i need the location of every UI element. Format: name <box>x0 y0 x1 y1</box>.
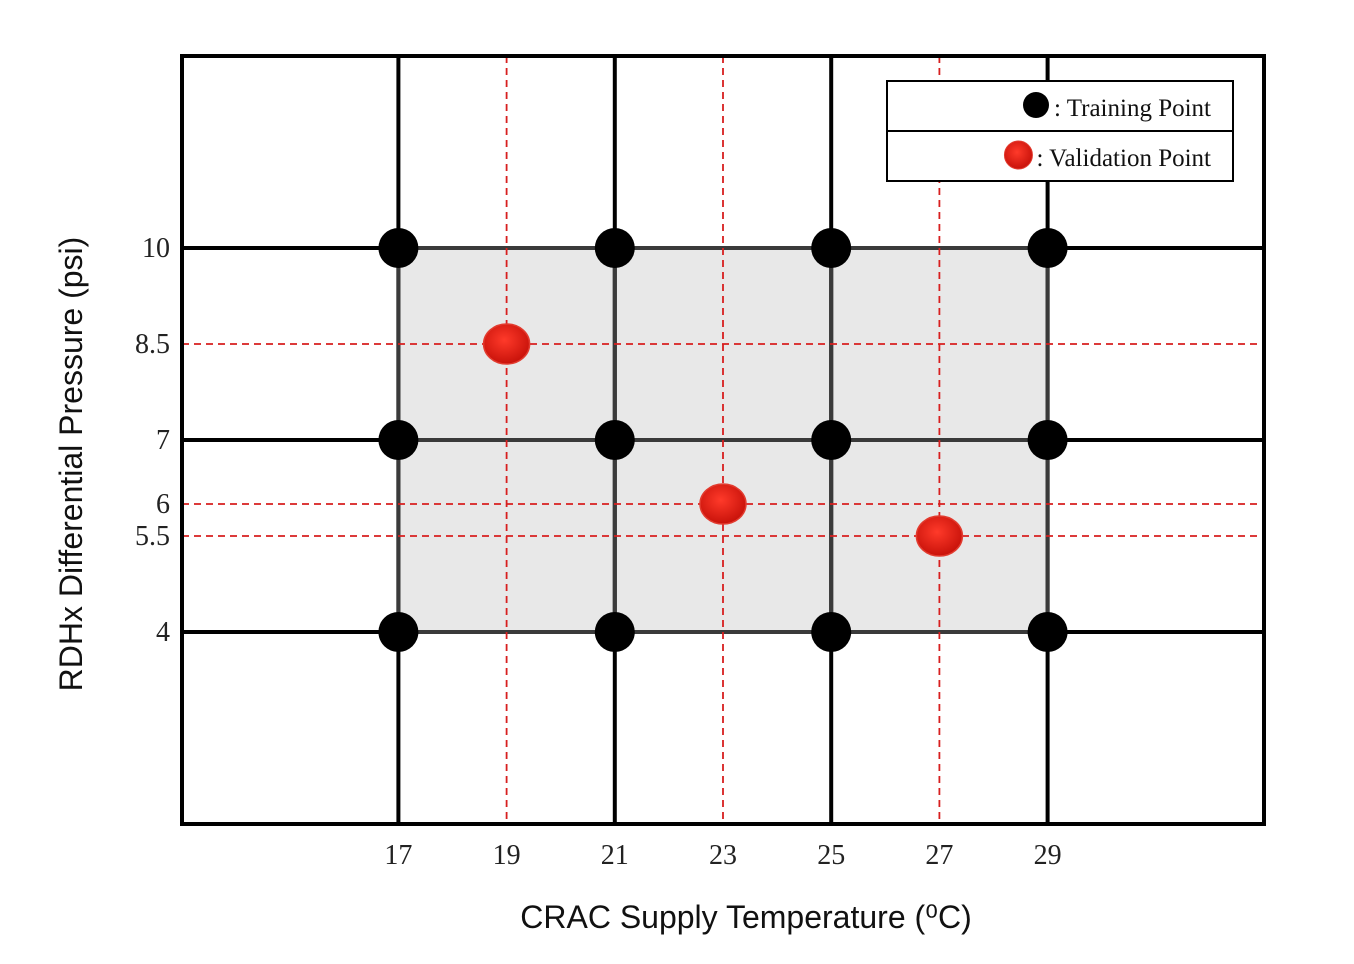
x-tick-label-1: 19 <box>493 840 521 871</box>
legend-marker-training <box>1023 92 1049 118</box>
training-point-4 <box>378 420 419 460</box>
x-tick-label-0: 17 <box>384 840 412 871</box>
y-tick-label-1: 8.5 <box>135 329 170 360</box>
x-tick-label-6: 29 <box>1034 840 1062 871</box>
training-point-11 <box>1027 612 1068 652</box>
training-point-0 <box>378 228 419 268</box>
validation-point-0 <box>482 323 531 365</box>
plot-frame <box>180 54 1266 826</box>
training-point-7 <box>1027 420 1068 460</box>
y-tick-label-0: 10 <box>142 233 170 264</box>
x-tick-label-2: 21 <box>601 840 629 871</box>
y-tick-label-3: 6 <box>156 489 170 520</box>
y-axis-title: RDHx Differential Pressure (psi) <box>53 237 89 692</box>
x-tick-label-3: 23 <box>709 840 737 871</box>
training-point-5 <box>594 420 635 460</box>
training-point-6 <box>811 420 852 460</box>
training-point-1 <box>594 228 635 268</box>
x-tick-label-5: 27 <box>925 840 953 871</box>
y-tick-label-5: 4 <box>156 617 170 648</box>
training-point-8 <box>378 612 419 652</box>
y-tick-label-4: 5.5 <box>135 521 170 552</box>
legend-label-validation: : Validation Point <box>1036 145 1211 172</box>
legend-marker-validation <box>1003 140 1033 170</box>
training-point-2 <box>811 228 852 268</box>
training-point-9 <box>594 612 635 652</box>
training-point-3 <box>1027 228 1068 268</box>
x-tick-label-4: 25 <box>817 840 845 871</box>
y-tick-label-2: 7 <box>156 425 170 456</box>
validation-point-2 <box>915 515 964 557</box>
x-axis-title: CRAC Supply Temperature (⁰C) <box>520 899 972 935</box>
training-point-10 <box>811 612 852 652</box>
legend-label-training: : Training Point <box>1054 95 1211 122</box>
validation-point-1 <box>699 483 747 525</box>
